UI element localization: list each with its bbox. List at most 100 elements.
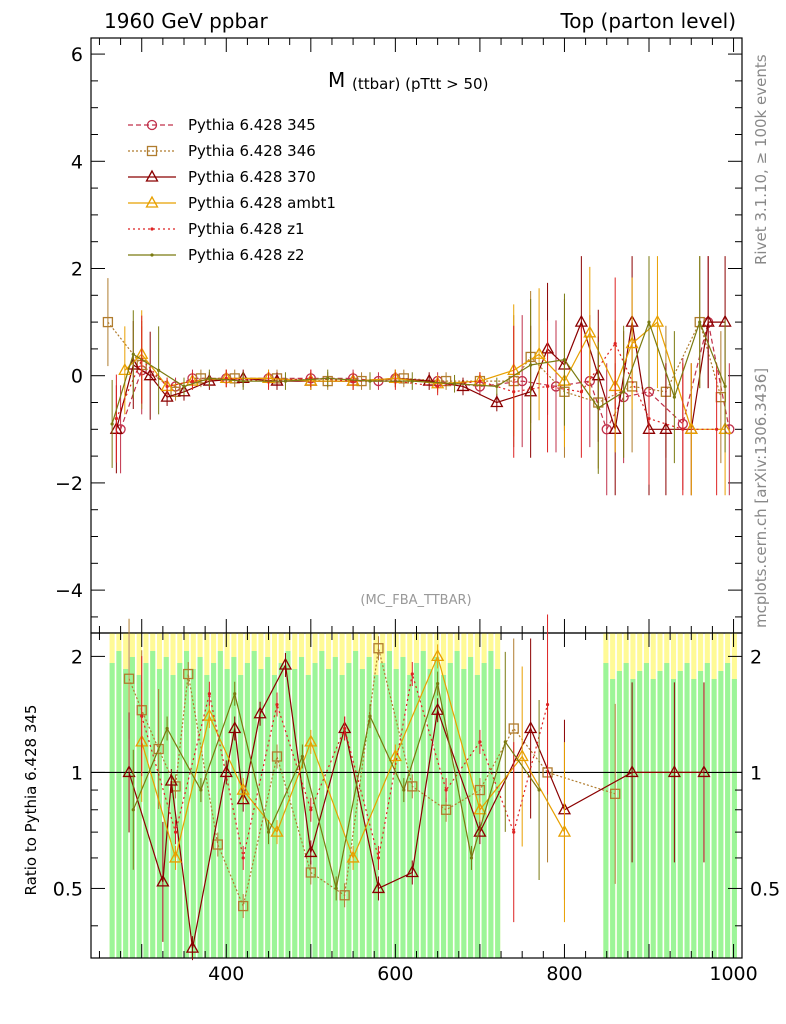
data-point (278, 657, 293, 670)
data-point (444, 788, 448, 792)
series-line (141, 654, 566, 861)
data-point (436, 384, 440, 389)
data-point (110, 422, 114, 426)
uncertainty-band-green (664, 663, 670, 958)
data-point (202, 708, 216, 721)
uncertainty-band-green (143, 663, 149, 958)
uncertainty-band-green (623, 663, 629, 958)
data-point (410, 379, 414, 383)
uncertainty-band-green (319, 651, 325, 958)
data-point (212, 839, 223, 850)
data-point (131, 352, 135, 356)
data-point (474, 784, 486, 796)
data-point (550, 381, 562, 392)
data-point (219, 765, 233, 778)
data-point (143, 368, 157, 381)
data-point (478, 740, 482, 744)
data-point (266, 830, 271, 834)
data-point (402, 788, 406, 792)
legend-swatch-marker (145, 195, 159, 208)
uncertainty-band-green (488, 651, 494, 958)
plot-title-main: M (328, 68, 345, 92)
uncertainty-band-green (386, 651, 392, 958)
data-point (165, 384, 169, 389)
uncertainty-band-green (441, 675, 447, 958)
data-point (270, 824, 284, 837)
data-point (622, 390, 626, 394)
uncertainty-band-green (718, 671, 724, 958)
uncertainty-band-green (271, 675, 277, 958)
data-point (436, 681, 440, 686)
legend-swatch-marker (150, 227, 154, 231)
uncertainty-band-green (495, 669, 501, 958)
uncertainty-band-green (184, 651, 190, 958)
data-point (371, 881, 386, 894)
data-point (579, 390, 583, 394)
legend: Pythia 6.428 345 Pythia 6.428 346 Pythia 6… (128, 116, 336, 264)
uncertainty-band-green (670, 679, 677, 958)
data-point (304, 845, 318, 858)
uncertainty-band-green (704, 663, 710, 958)
data-point (334, 886, 338, 891)
uncertainty-band-green (150, 651, 156, 958)
uncertainty-band-green (238, 675, 244, 958)
ratio-ytick-label: 1 (71, 762, 83, 784)
uncertainty-band-green (711, 679, 717, 958)
uncertainty-band-green (454, 651, 460, 958)
data-point (583, 325, 597, 338)
uncertainty-band-green (346, 663, 352, 958)
main-panel: −4 −2 0 2 4 6 (55, 37, 743, 634)
side-text-mcplots: mcplots.cern.ch [arXiv:1306.3436] (752, 368, 770, 628)
uncertainty-band-green (156, 669, 163, 958)
series-line (115, 342, 717, 430)
data-point (275, 702, 279, 707)
data-point (190, 379, 195, 383)
data-point (647, 320, 651, 324)
data-point (440, 804, 452, 815)
series-line (128, 663, 704, 949)
uncertainty-band-green (637, 671, 643, 958)
data-point (508, 723, 519, 734)
uncertainty-band-green (691, 679, 697, 958)
data-point (422, 373, 436, 386)
main-ytick-label: 6 (71, 44, 83, 66)
ratio-ytick-label: 0.5 (53, 878, 83, 900)
data-point (339, 890, 350, 901)
uncertainty-band-green (434, 657, 440, 958)
uncertainty-band-green (326, 669, 332, 958)
data-point (304, 734, 318, 747)
uncertainty-band-green (461, 669, 467, 958)
data-point (368, 714, 372, 718)
ratio-xtick-label: 600 (377, 963, 413, 985)
uncertainty-band-green (224, 669, 230, 958)
data-point (431, 649, 445, 662)
data-point (557, 824, 572, 837)
legend-label: Pythia 6.428 345 (188, 116, 316, 134)
data-point (309, 808, 313, 812)
legend-label: Pythia 6.428 346 (188, 142, 316, 160)
data-point (160, 389, 174, 402)
data-point (300, 754, 304, 759)
watermark: (MC_FBA_TTBAR) (360, 593, 471, 608)
data-point (373, 643, 384, 654)
data-point (156, 874, 170, 887)
data-point (545, 702, 550, 707)
data-point (199, 788, 203, 792)
uncertainty-band-green (285, 651, 291, 958)
data-point (207, 692, 211, 696)
data-point (407, 781, 418, 792)
ratio-ylabel: Ratio to Pythia 6.428 345 (22, 705, 40, 896)
uncertainty-band-green (468, 657, 474, 958)
legend-label: Pythia 6.428 ambt1 (188, 194, 336, 212)
header-left: 1960 GeV ppbar (104, 9, 268, 33)
data-point (596, 406, 600, 410)
data-point (490, 395, 504, 408)
data-point (343, 726, 347, 731)
data-point (114, 416, 118, 421)
uncertainty-band-green (136, 675, 142, 958)
uncertainty-band-green (177, 663, 183, 958)
legend-swatch-marker (146, 119, 158, 131)
uncertainty-band-green (305, 675, 311, 958)
data-point (182, 384, 186, 389)
data-point (157, 368, 161, 372)
